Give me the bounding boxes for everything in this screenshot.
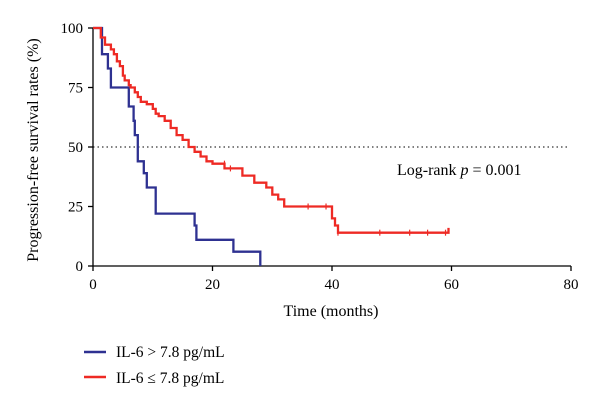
x-tick-label: 40 (325, 277, 340, 293)
logrank-p-symbol: p (460, 162, 469, 179)
series-line-1 (93, 26, 450, 234)
series-layer (93, 26, 450, 266)
y-tick-label: 25 (68, 200, 83, 216)
y-axis-title: Progression-free survival rates (%) (25, 38, 42, 261)
logrank-annotation: Log-rank p = 0.001 (397, 162, 522, 179)
x-tick-label: 80 (564, 277, 579, 293)
series-line-0 (93, 26, 262, 266)
y-tick-label: 0 (76, 259, 84, 275)
y-tick-label: 50 (68, 140, 83, 156)
legend: IL-6 > 7.8 pg/mL IL-6 ≤ 7.8 pg/mL (84, 344, 225, 387)
legend-label-high: IL-6 > 7.8 pg/mL (116, 344, 225, 361)
x-tick-label: 60 (444, 277, 459, 293)
x-tick-label: 0 (89, 277, 97, 293)
x-tick-label: 20 (205, 277, 220, 293)
logrank-value: = 0.001 (469, 162, 522, 179)
y-tick-label: 75 (68, 81, 83, 97)
y-tick-label: 100 (61, 21, 84, 37)
axes: 0 25 50 75 100 0 20 40 60 80 (61, 21, 579, 293)
logrank-prefix: Log-rank (397, 162, 461, 179)
x-axis-title: Time (months) (284, 303, 379, 320)
legend-label-low: IL-6 ≤ 7.8 pg/mL (116, 370, 224, 387)
